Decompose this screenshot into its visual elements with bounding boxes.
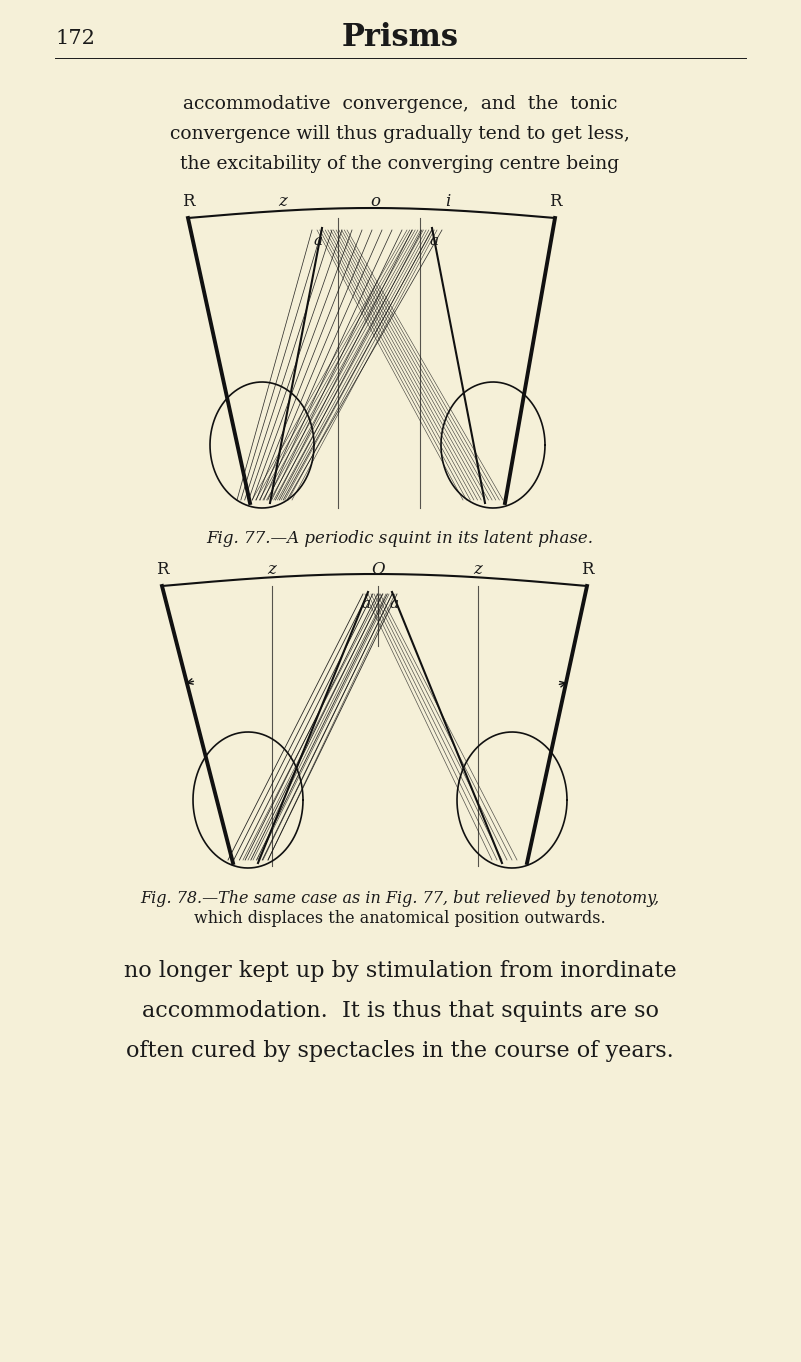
Text: a: a	[389, 597, 399, 612]
Text: z: z	[279, 193, 288, 210]
Text: R: R	[581, 561, 594, 577]
Text: Fig. 77.—A periodic squint in its latent phase.: Fig. 77.—A periodic squint in its latent…	[207, 530, 594, 548]
Text: z: z	[268, 561, 276, 577]
Text: i: i	[445, 193, 451, 210]
Text: O: O	[371, 561, 384, 577]
Text: Prisms: Prisms	[341, 23, 458, 53]
Text: accommodation.  It is thus that squints are so: accommodation. It is thus that squints a…	[142, 1000, 658, 1022]
Text: a: a	[313, 234, 323, 248]
Text: Fig. 78.—The same case as in Fig. 77, but relieved by tenotomy,: Fig. 78.—The same case as in Fig. 77, bu…	[140, 889, 659, 907]
Text: which displaces the anatomical position outwards.: which displaces the anatomical position …	[194, 910, 606, 928]
Text: convergence will thus gradually tend to get less,: convergence will thus gradually tend to …	[170, 125, 630, 143]
Text: R: R	[155, 561, 168, 577]
Text: a: a	[361, 597, 371, 612]
Text: a: a	[429, 234, 439, 248]
Text: R: R	[182, 193, 195, 210]
Text: no longer kept up by stimulation from inordinate: no longer kept up by stimulation from in…	[123, 960, 676, 982]
Text: 172: 172	[55, 29, 95, 48]
Text: z: z	[473, 561, 482, 577]
Text: the excitability of the converging centre being: the excitability of the converging centr…	[180, 155, 619, 173]
Text: accommodative  convergence,  and  the  tonic: accommodative convergence, and the tonic	[183, 95, 618, 113]
Text: o: o	[370, 193, 380, 210]
Text: R: R	[549, 193, 562, 210]
Text: often cured by spectacles in the course of years.: often cured by spectacles in the course …	[126, 1041, 674, 1062]
